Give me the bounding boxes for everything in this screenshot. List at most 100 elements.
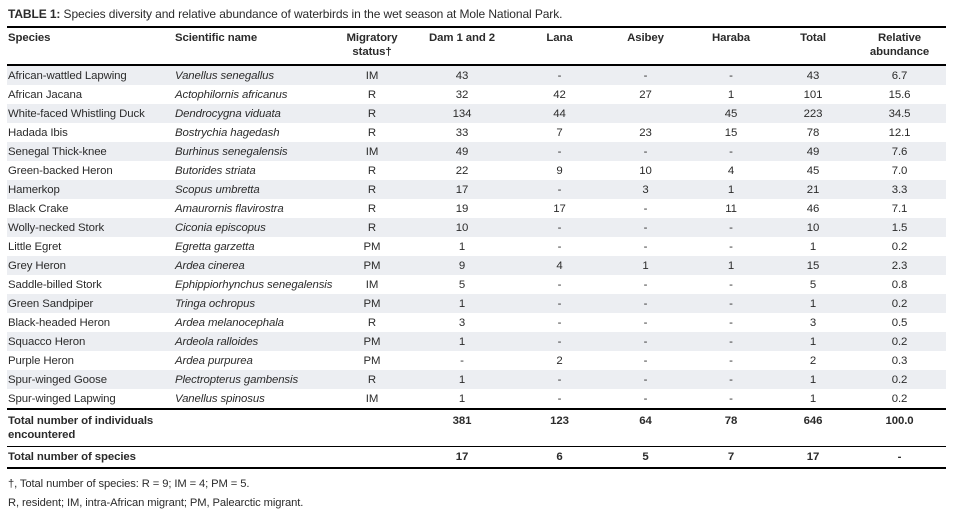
cell-scientific-name: Butorides striata [175,164,256,177]
cell-asibey: - [643,354,648,367]
table-row: Hadada Ibis Bostrychia hagedash R 33 7 23 15 78… [7,123,946,142]
cell-migratory-status: IM [365,145,379,158]
summary-row-species: Total number of species 17 6 5 7 17 - [7,446,946,468]
cell-total: 101 [803,88,823,101]
cell-species: Senegal Thick-knee [8,145,107,158]
cell-asibey: - [643,373,648,386]
header-row: Species Scientific name Migratory status… [7,28,946,65]
cell-relative-abundance: 7.0 [891,164,908,177]
cell-relative-abundance: 12.1 [888,126,911,139]
cell-relative-abundance: 0.2 [891,392,908,405]
cell-haraba: - [729,392,733,405]
cell-asibey: - [643,221,648,234]
cell-scientific-name: Plectropterus gambensis [175,373,299,386]
cell-total: 223 [803,107,823,120]
cell-haraba: - [729,145,733,158]
cell-species: Little Egret [8,240,62,253]
table-row: Grey Heron Ardea cinerea PM 9 4 1 1 15 2.3 [7,256,946,275]
cell-species: Green Sandpiper [8,297,94,310]
cell-scientific-name: Egretta garzetta [175,240,255,253]
cell-total: 43 [806,69,820,82]
table-row: Spur-winged Lapwing Vanellus spinosus IM 1 -… [7,389,946,409]
cell-lana: - [557,221,562,234]
cell-scientific-name: Scopus umbretta [175,183,260,196]
cell-migratory-status: R [367,183,377,196]
col-header-total: Total [800,32,826,44]
cell-relative-abundance: 7.1 [891,202,908,215]
cell-species: African-wattled Lapwing [8,69,127,82]
cell-haraba: - [729,240,733,253]
cell-total: 46 [806,202,820,215]
cell-scientific-name: Dendrocygna viduata [175,107,281,120]
cell-total: 1 [809,240,817,253]
cell-dam-1-2: 5 [458,278,466,291]
cell-lana: - [557,69,562,82]
cell-migratory-status: R [367,373,377,386]
cell-migratory-status: IM [365,69,379,82]
cell-asibey: - [643,240,648,253]
cell-relative-abundance: 34.5 [888,107,911,120]
table-footnotes: †, Total number of species: R = 9; IM = … [7,469,946,515]
cell-dam-1-2: 22 [455,164,469,177]
cell-lana: - [557,297,562,310]
cell-dam-1-2: 19 [455,202,469,215]
col-header-asibey: Asibey [627,32,664,44]
cell-migratory-status: R [367,316,377,329]
cell-dam-1-2: 9 [458,259,466,272]
cell-dam-1-2: 1 [458,240,466,253]
table-row: White-faced Whistling Duck Dendrocygna vi… [7,104,946,123]
cell-haraba: 1 [727,259,735,272]
summary-row-individuals: Total number of individuals encountered … [7,409,946,446]
cell-haraba: 15 [724,126,738,139]
summary-individuals-relative-abundance: 100.0 [885,414,914,427]
cell-haraba: - [729,373,733,386]
cell-lana: - [557,278,562,291]
cell-scientific-name: Bostrychia hagedash [175,126,280,139]
cell-relative-abundance: 3.3 [891,183,908,196]
cell-lana: - [557,240,562,253]
cell-relative-abundance: 7.6 [891,145,908,158]
cell-migratory-status: PM [363,259,381,272]
cell-species: White-faced Whistling Duck [8,107,145,120]
cell-species: Saddle-billed Stork [8,278,102,291]
table-row: Green Sandpiper Tringa ochropus PM 1 - - - 1 0.2 [7,294,946,313]
cell-relative-abundance: 0.5 [891,316,908,329]
cell-asibey: 1 [642,259,649,272]
cell-relative-abundance: 0.8 [891,278,908,291]
cell-total: 1 [809,373,817,386]
cell-lana: - [557,335,562,348]
cell-migratory-status: R [367,221,377,234]
cell-migratory-status: R [367,164,377,177]
cell-relative-abundance: 1.5 [891,221,908,234]
cell-relative-abundance: 15.6 [888,88,911,101]
cell-dam-1-2: 32 [455,88,469,101]
cell-migratory-status: PM [363,240,381,253]
cell-lana: 42 [553,88,566,101]
cell-total: 1 [809,392,817,405]
cell-lana: 44 [553,107,566,120]
cell-dam-1-2: 43 [455,69,469,82]
col-header-migratory-status: Migratory status† [346,32,398,58]
cell-lana: 4 [556,259,563,272]
cell-total: 2 [809,354,817,367]
cell-lana: - [557,316,562,329]
summary-individuals-asibey: 64 [639,414,652,427]
table-row: Purple Heron Ardea purpurea PM - 2 - - 2 0.3 [7,351,946,370]
cell-asibey: - [643,392,648,405]
footnote-species-counts: †, Total number of species: R = 9; IM = … [8,478,250,490]
table-row: African Jacana Actophilornis africanus R 32… [7,85,946,104]
cell-haraba: - [729,69,733,82]
summary-individuals-dam-1-2: 381 [452,414,472,427]
table-row: Little Egret Egretta garzetta PM 1 - - - 1 0.2 [7,237,946,256]
cell-species: African Jacana [8,88,82,101]
summary-species-total: 17 [806,451,820,463]
cell-relative-abundance: 0.3 [891,354,908,367]
summary-species-relative-abundance: - [897,451,902,463]
col-header-lana: Lana [546,32,573,44]
cell-species: Wolly-necked Stork [8,221,105,234]
table-row: Saddle-billed Stork Ephippiorhynchus sene… [7,275,946,294]
col-header-species: Species [8,32,51,44]
table-row: Green-backed Heron Butorides striata R 22 9 1… [7,161,946,180]
cell-species: Grey Heron [8,259,66,272]
